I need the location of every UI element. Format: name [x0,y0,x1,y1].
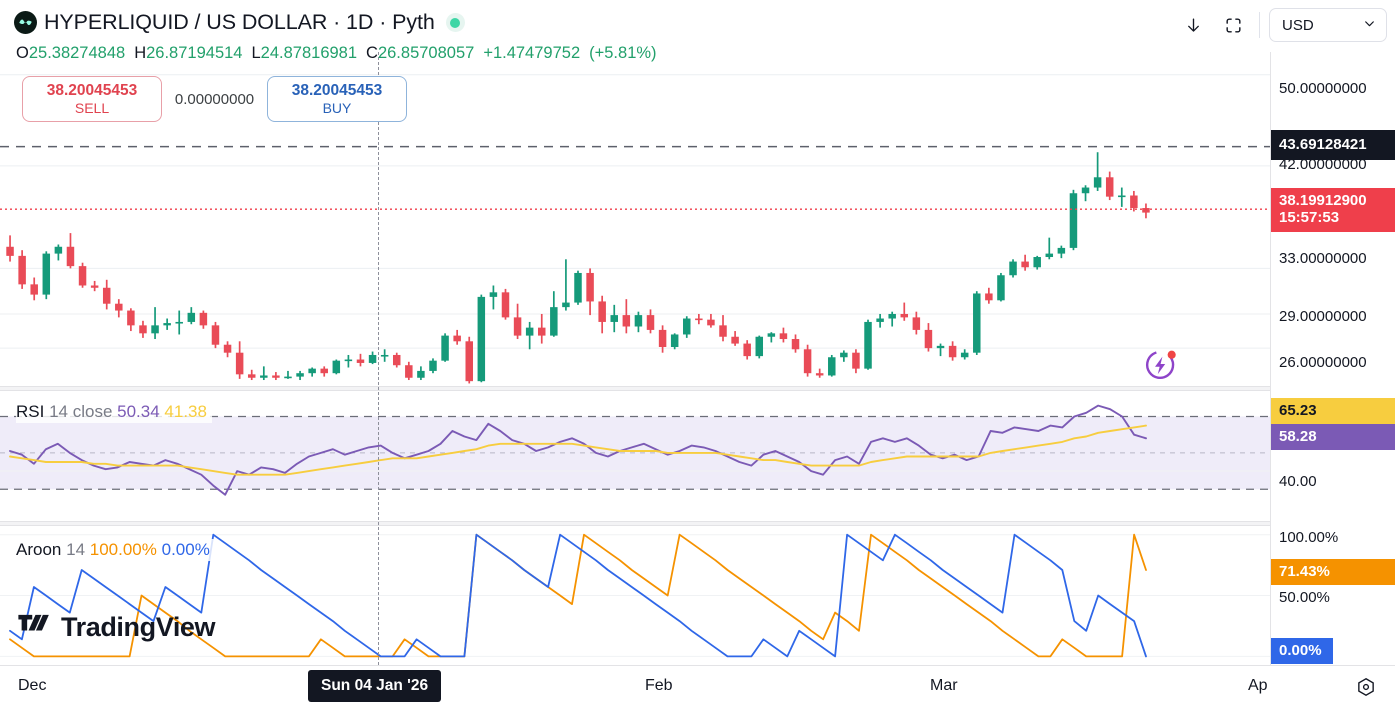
time-axis-tick: Mar [930,677,958,694]
candlestick-plot [0,74,1270,384]
aroon-plot [0,533,1270,658]
currency-select-value: USD [1282,16,1314,34]
last-price-value: 38.19912900 [1279,192,1367,210]
aroon-down-legend-value: 0.00% [161,540,210,559]
last-price-time: 15:57:53 [1279,209,1340,226]
spread-value: 0.00000000 [174,90,255,108]
aroon-pane[interactable] [0,525,1270,660]
market-open-dot-icon [445,13,465,32]
rsi-pane[interactable] [0,391,1270,522]
aroon-down-badge: 0.00% [1271,638,1333,664]
last-price-badge[interactable]: 38.19912900 15:57:53 [1271,188,1395,232]
price-axis-tick: 33.00000000 [1279,250,1367,267]
pane-divider-rsi-aroon[interactable] [0,521,1395,526]
buy-button[interactable]: 38.20045453 BUY [267,76,407,122]
tradingview-watermark: TradingView [18,612,216,643]
rsi-axis-tick: 40.00 [1279,473,1317,490]
lightning-alert-icon[interactable] [1143,345,1180,382]
trade-buttons-row: 38.20045453 SELL 0.00000000 38.20045453 … [22,76,407,122]
time-axis-tick: Dec [18,677,47,694]
fullscreen-icon[interactable] [1216,8,1250,42]
ohlc-low-label: L [251,44,261,62]
rsi-legend-name: RSI [16,402,45,421]
price-axis[interactable]: 50.00000000 42.00000000 33.00000000 29.0… [1270,0,1395,665]
rsi-legend-value: 50.34 [117,402,160,421]
buy-price: 38.20045453 [291,81,383,99]
rsi-ma-legend-value: 41.38 [164,402,207,421]
chart-header: HYPERLIQUID / US DOLLAR · 1D · Pyth O25.… [0,0,1395,62]
rsi-ma-badge: 65.23 [1271,398,1395,424]
ohlc-open-value: 25.38274848 [28,44,126,62]
crosshair-price-value: 43.69128421 [1279,135,1367,153]
aroon-legend[interactable]: Aroon 14 100.00% 0.00% [16,539,215,561]
rsi-legend-params: 14 close [49,402,113,421]
tradingview-brand-text: TradingView [61,612,216,642]
aroon-axis-tick: 50.00% [1279,589,1330,606]
buy-label: BUY [322,99,352,116]
crosshair-vertical-line [378,52,379,665]
pane-divider-price-rsi[interactable] [0,386,1395,391]
ohlc-values-row: O25.38274848 H26.87194514 L24.87816981 C26.… [16,44,657,63]
ohlc-change-abs: +1.47479752 [483,44,581,62]
aroon-axis-tick: 100.00% [1279,529,1339,546]
rsi-legend[interactable]: RSI 14 close 50.34 41.38 [16,401,212,423]
tradingview-logo-icon [18,613,52,642]
symbol-row[interactable]: HYPERLIQUID / US DOLLAR · 1D · Pyth [14,10,465,35]
currency-select[interactable]: USD [1269,8,1387,42]
chart-settings-gear-icon[interactable] [1355,676,1377,698]
ohlc-change-pct: (+5.81%) [589,44,657,62]
price-axis-tick: 42.00000000 [1279,156,1367,173]
aroon-legend-name: Aroon [16,540,62,559]
chevron-down-icon [1363,17,1376,34]
sell-price: 38.20045453 [46,81,138,99]
ohlc-low-value: 24.87816981 [260,44,358,62]
aroon-down-badge-value: 0.00% [1279,641,1322,659]
price-axis-tick: 29.00000000 [1279,308,1367,325]
ohlc-high-value: 26.87194514 [146,44,243,62]
time-axis[interactable]: Dec Feb Mar Ap Sun 04 Jan '26 [0,665,1395,707]
crosshair-price-badge: 43.69128421 [1271,130,1395,160]
time-axis-tick: Feb [645,677,673,694]
sell-button[interactable]: 38.20045453 SELL [22,76,162,122]
aroon-up-badge: 71.43% [1271,559,1395,585]
time-axis-tick: Ap [1248,677,1268,694]
download-arrow-icon[interactable] [1176,8,1210,42]
crosshair-date-badge: Sun 04 Jan '26 [308,670,442,702]
crosshair-date-value: Sun 04 Jan '26 [321,677,429,694]
aroon-up-badge-value: 71.43% [1279,562,1330,580]
ohlc-close-label: C [366,44,378,62]
sell-label: SELL [74,99,110,116]
ohlc-open-label: O [16,44,29,62]
rsi-plot [0,404,1270,496]
ohlc-high-label: H [134,44,147,62]
toolbar-divider [1259,12,1260,38]
symbol-title: HYPERLIQUID / US DOLLAR · 1D · Pyth [44,10,435,34]
price-pane[interactable] [0,52,1270,388]
aroon-legend-params: 14 [66,540,86,559]
ohlc-close-value: 26.85708057 [377,44,475,62]
hyperliquid-logo-icon [14,11,37,34]
price-axis-tick: 50.00000000 [1279,80,1367,97]
rsi-ma-badge-value: 65.23 [1279,401,1317,419]
aroon-up-legend-value: 100.00% [89,540,157,559]
chart-toolbar: USD [1176,8,1387,42]
rsi-value-badge: 58.28 [1271,424,1395,450]
price-axis-tick: 26.00000000 [1279,354,1367,371]
rsi-value-badge-value: 58.28 [1279,427,1317,445]
